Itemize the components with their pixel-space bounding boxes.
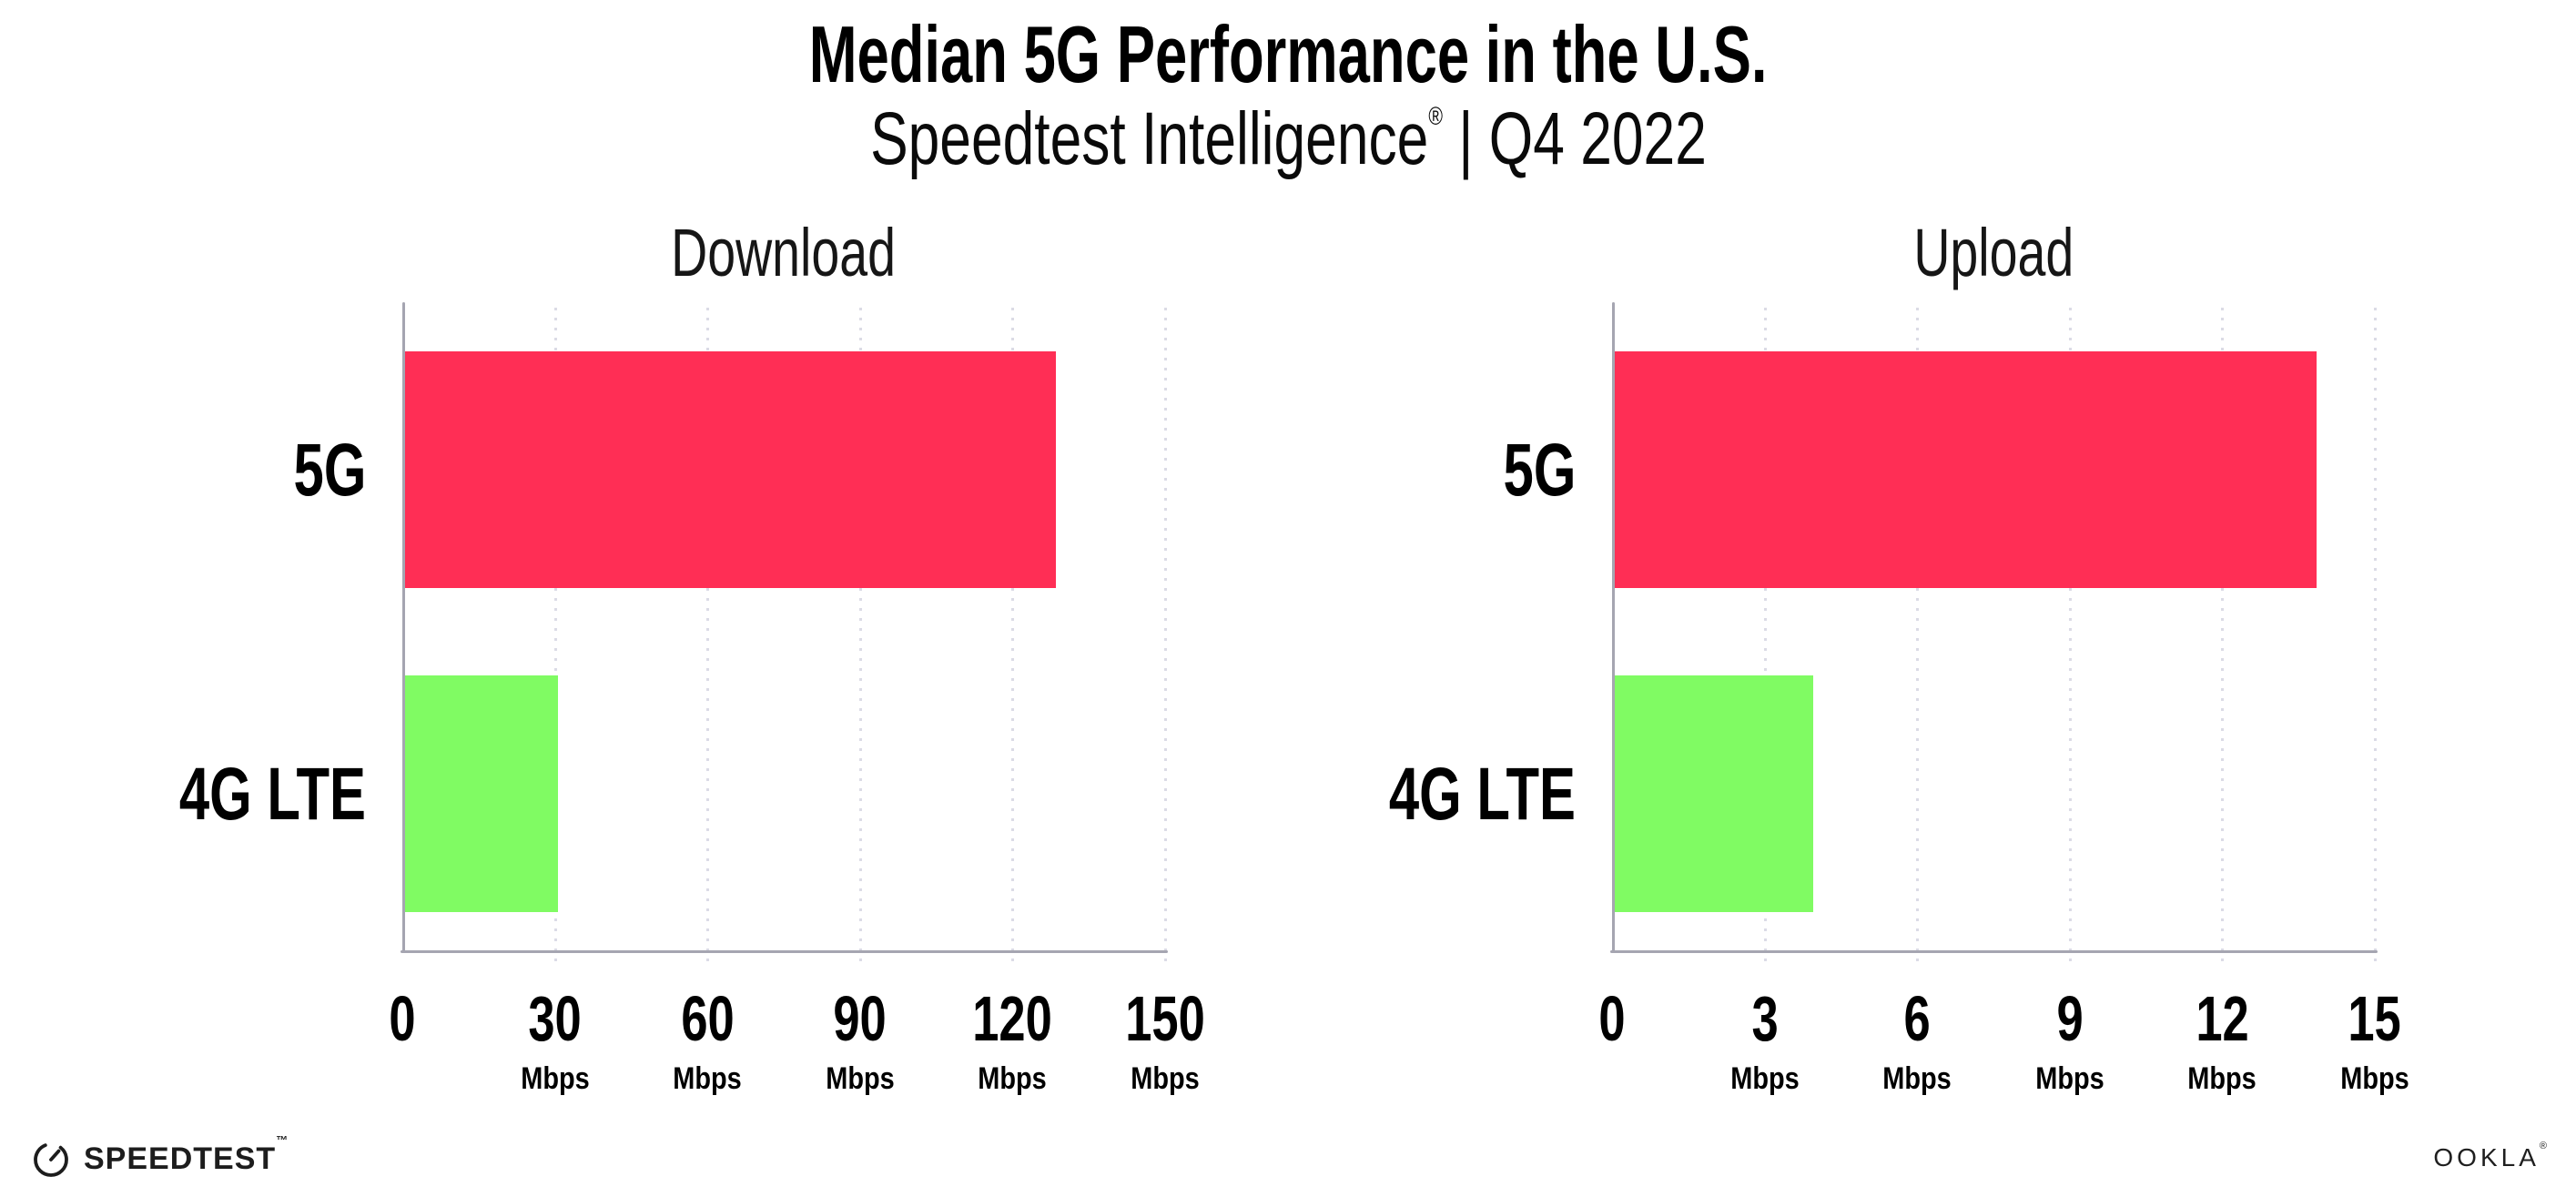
x-tick: 0 xyxy=(1598,983,1626,1054)
gridline xyxy=(2221,308,2225,965)
gridline xyxy=(1011,308,1015,965)
download-plot-area xyxy=(401,302,1168,965)
upload-chart-title: Upload xyxy=(1913,215,2074,290)
download-y-axis xyxy=(402,302,405,953)
x-tick: 15 Mbps xyxy=(2340,983,2409,1096)
trademark-symbol: ™ xyxy=(276,1133,289,1147)
x-tick: 90 Mbps xyxy=(826,983,895,1096)
bar-4g-lte-upload xyxy=(1615,675,1813,912)
page-subtitle: Speedtest Intelligence® | Q4 2022 xyxy=(0,102,2576,177)
x-tick: 150 Mbps xyxy=(1125,983,1205,1096)
download-x-axis xyxy=(401,950,1168,953)
upload-plot-area xyxy=(1610,302,2378,965)
upload-y-axis xyxy=(1612,302,1615,953)
gridline xyxy=(2068,308,2072,965)
x-tick: 60 Mbps xyxy=(673,983,742,1096)
gridline xyxy=(1164,308,1167,965)
upload-chart: Upload 5G 4G LTE 0 3 Mbps xyxy=(1389,219,2409,1095)
x-tick: 30 Mbps xyxy=(520,983,590,1096)
ookla-logo: OOKLA® xyxy=(2433,1141,2547,1172)
ookla-wordmark: OOKLA xyxy=(2433,1143,2540,1172)
download-chart: Download 5G 4G LTE 0 30 Mb xyxy=(179,219,1205,1095)
x-tick: 3 Mbps xyxy=(1729,983,1800,1096)
bar-5g-download xyxy=(405,351,1057,588)
upload-x-axis xyxy=(1610,950,2378,953)
speedtest-wordmark: SPEEDTEST™ xyxy=(84,1133,289,1176)
page-title-text: Median 5G Performance in the U.S. xyxy=(808,9,1768,99)
download-category-label-5g: 5G xyxy=(293,429,366,512)
ookla-registered-mark: ® xyxy=(2539,1141,2547,1151)
upload-x-tick-labels: 0 3 Mbps 6 Mbps 9 Mbps 12 Mbps 15 Mbps xyxy=(1598,983,2409,1105)
speedtest-gauge-icon xyxy=(30,1138,72,1180)
x-tick: 12 Mbps xyxy=(2187,983,2257,1096)
subtitle-period: | Q4 2022 xyxy=(1442,97,1707,180)
registered-mark: ® xyxy=(1427,102,1443,130)
gridline xyxy=(1763,308,1767,965)
bar-5g-upload xyxy=(1615,351,2317,588)
download-x-tick-labels: 0 30 Mbps 60 Mbps 90 Mbps 120 Mbps 150 M… xyxy=(389,983,1204,1105)
x-tick: 0 xyxy=(389,983,416,1054)
gridline xyxy=(553,308,557,965)
gridline xyxy=(858,308,862,965)
download-category-label-4g-lte: 4G LTE xyxy=(178,753,366,836)
x-tick: 9 Mbps xyxy=(2035,983,2104,1096)
page-title: Median 5G Performance in the U.S. xyxy=(0,15,2576,95)
bar-4g-lte-download xyxy=(405,675,558,912)
subtitle-brand: Speedtest Intelligence xyxy=(869,97,1428,180)
gridline xyxy=(706,308,710,965)
x-tick: 120 Mbps xyxy=(972,983,1053,1096)
speedtest-logo: SPEEDTEST™ xyxy=(30,1133,289,1180)
upload-category-label-5g: 5G xyxy=(1503,429,1576,512)
download-chart-title: Download xyxy=(671,215,897,290)
gridline xyxy=(1916,308,1920,965)
upload-category-label-4g-lte: 4G LTE xyxy=(1388,753,1576,836)
x-tick: 6 Mbps xyxy=(1882,983,1952,1096)
gridline xyxy=(2374,308,2377,965)
